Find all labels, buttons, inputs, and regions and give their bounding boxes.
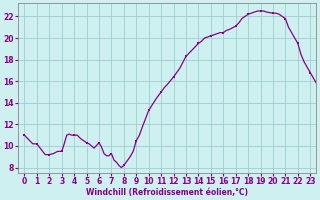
X-axis label: Windchill (Refroidissement éolien,°C): Windchill (Refroidissement éolien,°C) [86, 188, 248, 197]
